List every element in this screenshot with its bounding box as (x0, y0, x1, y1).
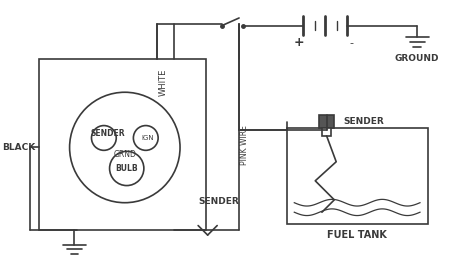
Text: -: - (349, 38, 354, 48)
Text: SENDER: SENDER (344, 117, 384, 126)
Text: WHITE: WHITE (158, 69, 167, 96)
Text: +: + (294, 36, 304, 49)
Text: SENDER: SENDER (198, 197, 239, 206)
Bar (39, 59, 206, 230)
Text: PINK WIRE: PINK WIRE (240, 125, 249, 165)
Text: SENDER: SENDER (91, 129, 125, 138)
Text: BULB: BULB (115, 164, 138, 173)
Text: GRND: GRND (113, 150, 136, 159)
Circle shape (91, 125, 116, 150)
Text: FUEL TANK: FUEL TANK (327, 230, 387, 240)
Text: GROUND: GROUND (395, 55, 439, 63)
Circle shape (70, 92, 180, 203)
Text: BLACK: BLACK (2, 143, 35, 152)
Circle shape (109, 151, 144, 185)
Bar (322, 129, 331, 136)
Bar (319, 115, 334, 129)
Bar (287, 129, 428, 224)
Circle shape (133, 125, 158, 150)
Text: IGN: IGN (141, 135, 154, 141)
